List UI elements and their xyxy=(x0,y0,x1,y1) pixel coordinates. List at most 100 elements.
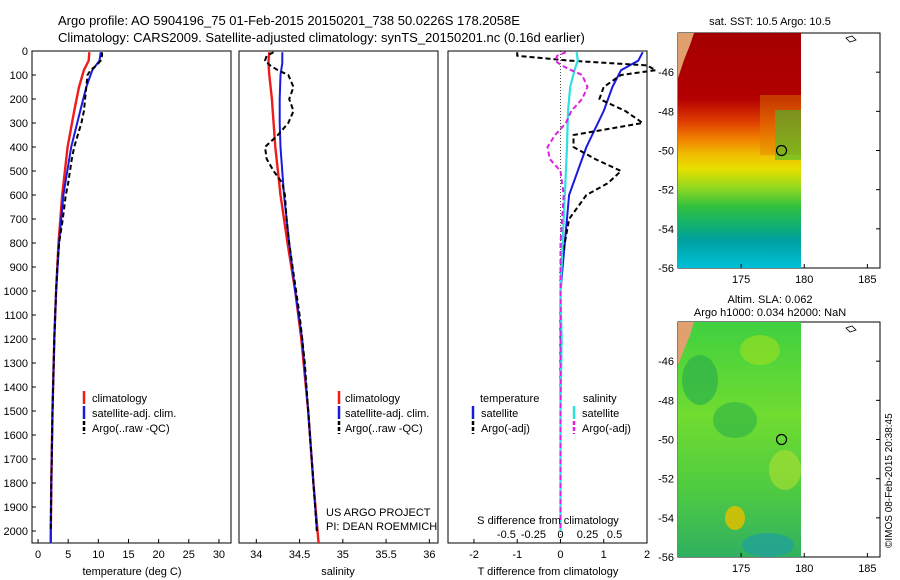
map-y-tick-label: -52 xyxy=(658,474,674,486)
x-tick-label: 20 xyxy=(153,549,165,561)
map-y-tick-label: -54 xyxy=(658,513,674,525)
series-line-s-argo-adj- xyxy=(546,51,589,531)
depth-tick-label: 1800 xyxy=(4,478,28,490)
difference-panel: -2 -1 0 1 2 -0.5 -0.25 0 0.25 0.5 temperature sa… xyxy=(447,50,657,578)
salinity-legend: climatology satellite-adj. clim. Argo(..… xyxy=(337,391,429,435)
temperature-legend: climatology satellite-adj. clim. Argo(..… xyxy=(82,391,176,435)
land xyxy=(678,322,694,365)
temperature-panel: 0100200300400500600700800900100011001200… xyxy=(4,46,232,578)
temperature-lines xyxy=(49,52,103,544)
salinity-xlabel: salinity xyxy=(321,566,355,578)
s-tick-label: 0 xyxy=(557,529,563,541)
depth-tick-label: 100 xyxy=(10,70,28,82)
legend-label-climatology: climatology xyxy=(345,393,401,405)
depth-tick-label: 200 xyxy=(10,94,28,106)
title-line-1: Argo profile: AO 5904196_75 01-Feb-2015 … xyxy=(58,13,520,28)
map-x-tick-label: 180 xyxy=(795,274,813,286)
t-difference-x-axis: -2 -1 0 1 2 xyxy=(469,539,650,561)
sla-map: Altim. SLA: 0.062 Argo h1000: 0.034 h200… xyxy=(658,294,881,575)
depth-tick-label: 2000 xyxy=(4,526,28,538)
map-y-tick-label: -48 xyxy=(658,395,674,407)
depth-tick-label: 600 xyxy=(10,190,28,202)
difference-axes xyxy=(447,50,648,544)
map-y-tick-label: -52 xyxy=(658,185,674,197)
difference-legend: temperature salinity satellite Argo(-adj… xyxy=(471,393,631,435)
sst-map-axis-ticks: 175 180 185 -46 -48 -50 -52 -54 -56 xyxy=(658,67,880,286)
x-tick-label: 5 xyxy=(65,549,71,561)
x-tick-label: -1 xyxy=(512,549,522,561)
island-outline xyxy=(845,35,857,43)
x-tick-label: -2 xyxy=(469,549,479,561)
x-tick-label: 10 xyxy=(92,549,104,561)
x-tick-label: 34 xyxy=(250,549,262,561)
x-tick-label: 35 xyxy=(337,549,349,561)
legend-label-satellite: satellite-adj. clim. xyxy=(345,408,429,420)
map-x-tick-label: 185 xyxy=(858,274,876,286)
x-tick-label: 35.5 xyxy=(375,549,396,561)
x-tick-label: 36 xyxy=(423,549,435,561)
legend-label-t-satellite: satellite xyxy=(481,408,518,420)
map-y-tick-label: -50 xyxy=(658,435,674,447)
salinity-panel: 34 34.5 35 35.5 36 climatology satellite-adj… xyxy=(238,50,439,578)
argo-location-marker xyxy=(775,144,788,157)
depth-axis: 0 100 200 300 400 500 600 700 800 900 1000 1100 1200… xyxy=(4,46,36,538)
sst-cool-patch xyxy=(775,110,801,160)
legend-header-salinity: salinity xyxy=(583,393,617,405)
map-x-tick-label: 175 xyxy=(732,563,750,575)
s-difference-ticks: -0.5 -0.25 0 0.25 0.5 xyxy=(497,529,622,541)
sla-low-1 xyxy=(682,355,718,405)
x-tick-label: 34.5 xyxy=(289,549,310,561)
title-line-2: Climatology: CARS2009. Satellite-adjuste… xyxy=(58,30,585,45)
depth-tick-label: 300 xyxy=(10,118,28,130)
salinity-x-axis: 34 34.5 35 35.5 36 xyxy=(250,539,435,561)
depth-tick-label: 1700 xyxy=(4,454,28,466)
depth-tick-label: 400 xyxy=(10,142,28,154)
difference-lines xyxy=(516,51,657,531)
sla-high-1 xyxy=(740,335,780,365)
map-y-tick-label: -50 xyxy=(658,146,674,158)
pi-annotation: PI: DEAN ROEMMICH xyxy=(326,521,437,533)
sla-low-2 xyxy=(713,402,757,438)
temperature-xlabel: temperature (deg C) xyxy=(82,566,181,578)
map-y-tick-label: -46 xyxy=(658,356,674,368)
depth-tick-label: 500 xyxy=(10,166,28,178)
depth-tick-label: 1300 xyxy=(4,358,28,370)
sla-map-axis-ticks: 175 180 185 -46 -48 -50 -52 -54 -56 xyxy=(658,356,880,575)
salinity-lines xyxy=(264,51,320,544)
x-tick-label: 0 xyxy=(557,549,563,561)
depth-tick-label: 700 xyxy=(10,214,28,226)
sla-map-title: Altim. SLA: 0.062 xyxy=(728,294,813,306)
depth-tick-label: 1500 xyxy=(4,406,28,418)
salinity-axes xyxy=(238,50,439,544)
depth-tick-label: 1000 xyxy=(4,286,28,298)
temperature-axes xyxy=(31,50,232,544)
legend-label-climatology: climatology xyxy=(92,393,148,405)
series-line-argo-raw-qc- xyxy=(49,52,103,532)
depth-tick-label: 1400 xyxy=(4,382,28,394)
sla-heatmap xyxy=(678,322,801,557)
sst-heatmap xyxy=(678,33,801,268)
credit-text: ©IMOS 08-Feb-2015 20:38:45 xyxy=(884,413,895,548)
island-outline xyxy=(845,325,857,333)
sst-map: sat. SST: 10.5 Argo: 10.5 175 180 185 -46 -4… xyxy=(658,16,881,286)
legend-header-temperature: temperature xyxy=(480,393,539,405)
legend-label-s-argo: Argo(-adj) xyxy=(582,423,631,435)
map-y-tick-label: -46 xyxy=(658,67,674,79)
sla-map-subtitle: Argo h1000: 0.034 h2000: NaN xyxy=(694,307,846,319)
x-tick-label: 15 xyxy=(122,549,134,561)
project-annotation: US ARGO PROJECT xyxy=(326,507,431,519)
map-y-tick-label: -54 xyxy=(658,224,674,236)
s-tick-label: 0.25 xyxy=(577,529,598,541)
s-tick-label: -0.5 xyxy=(497,529,516,541)
depth-tick-label: 800 xyxy=(10,238,28,250)
depth-tick-label: 1200 xyxy=(4,334,28,346)
legend-label-t-argo: Argo(-adj) xyxy=(481,423,530,435)
sla-high-2 xyxy=(769,450,801,490)
argo-location-marker xyxy=(775,433,788,446)
map-y-tick-label: -56 xyxy=(658,263,674,275)
sst-map-title: sat. SST: 10.5 Argo: 10.5 xyxy=(709,16,831,28)
map-x-tick-label: 180 xyxy=(795,563,813,575)
series-line-argo-raw-qc- xyxy=(264,51,318,532)
sla-trough xyxy=(742,533,794,557)
map-x-tick-label: 185 xyxy=(858,563,876,575)
